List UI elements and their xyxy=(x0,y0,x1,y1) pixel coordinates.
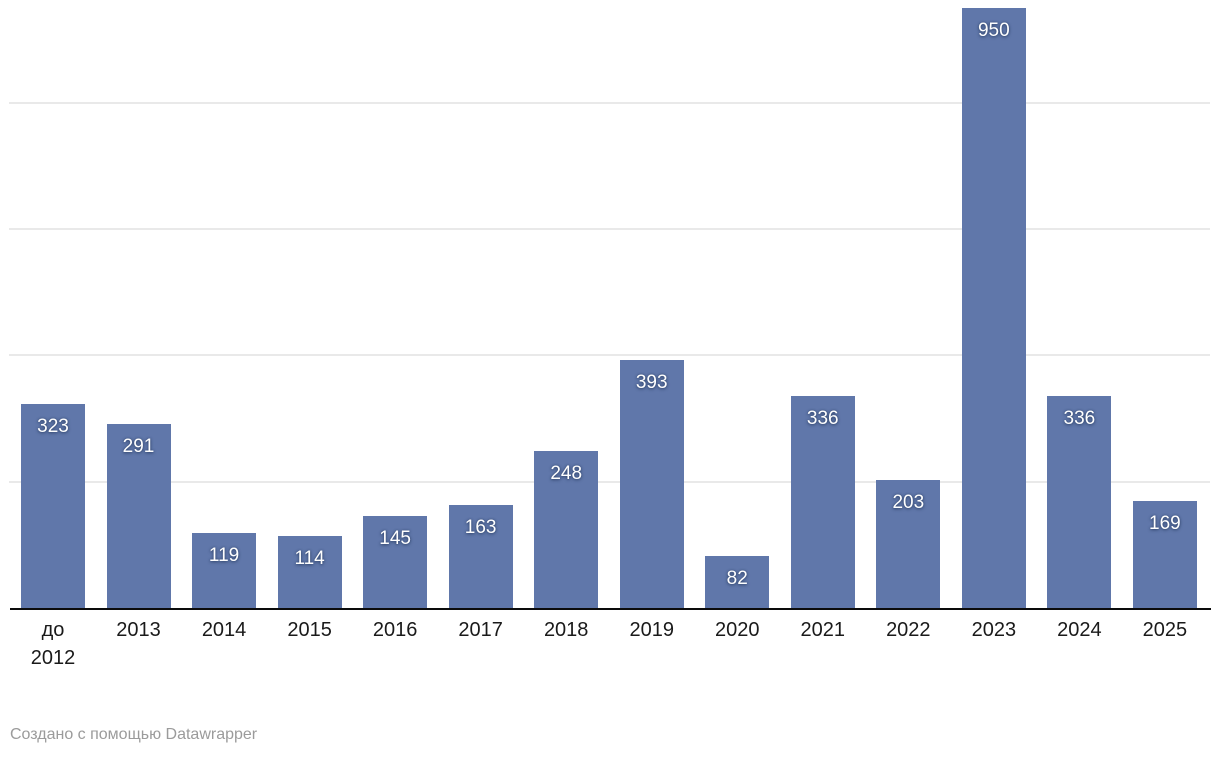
bar: 291 xyxy=(106,424,171,608)
gridline xyxy=(9,354,1210,357)
x-axis-label: 2021 xyxy=(800,619,846,641)
bar-value-label: 336 xyxy=(806,408,839,429)
bar-value-label: 119 xyxy=(208,545,240,566)
bar: 169 xyxy=(1132,501,1197,608)
x-axis-label: 2015 xyxy=(287,619,332,641)
x-axis-label: 2018 xyxy=(543,619,589,641)
bar-value-label: 950 xyxy=(977,20,1010,41)
bar: 393 xyxy=(619,360,684,608)
x-axis-label: до 2012 xyxy=(30,619,76,669)
bar: 336 xyxy=(1047,396,1112,608)
bar-value-label: 393 xyxy=(635,372,668,393)
bar-value-label: 291 xyxy=(122,436,155,457)
chart-footer: Создано с помощью Datawrapper xyxy=(10,723,257,747)
bar: 336 xyxy=(790,396,855,608)
gridline xyxy=(9,228,1210,231)
bar: 203 xyxy=(876,480,941,608)
plot-area: 323 291 119 114 145 163 248 393 82 336 203 950 336 16… xyxy=(9,0,1210,608)
x-axis-label: 2023 xyxy=(971,619,1017,641)
bar: 145 xyxy=(363,516,428,608)
bars-row: 323 291 119 114 145 163 248 393 82 336 203 950 336 16… xyxy=(21,0,1197,608)
bar: 950 xyxy=(961,8,1026,608)
x-axis-labels: до 2012 2013 2014 2015 2016 2017 2018 2019 2020 2… xyxy=(21,616,1197,672)
bar: 114 xyxy=(277,536,342,608)
gridline xyxy=(9,480,1210,483)
bar-value-label: 145 xyxy=(379,528,411,549)
x-axis-label: 2017 xyxy=(458,619,503,641)
bar: 82 xyxy=(705,556,770,608)
bar-value-label: 323 xyxy=(37,416,69,437)
x-axis-label: 2013 xyxy=(116,619,161,641)
x-axis-label: 2016 xyxy=(372,619,418,641)
bar-value-label: 169 xyxy=(1149,513,1181,534)
bar-value-label: 114 xyxy=(294,548,325,569)
x-axis-label: 2019 xyxy=(629,619,674,641)
gridlines xyxy=(9,101,1210,483)
bar: 248 xyxy=(534,451,599,608)
x-axis-line xyxy=(10,608,1211,610)
bar-value-label: 248 xyxy=(550,463,583,484)
bar-value-label: 163 xyxy=(464,517,497,538)
attribution-text: Создано с помощью Datawrapper xyxy=(10,726,258,743)
gridline xyxy=(9,101,1210,104)
x-axis-label: 2025 xyxy=(1142,619,1188,641)
x-axis-label: 2020 xyxy=(715,619,760,641)
bar: 323 xyxy=(21,404,85,608)
bar-value-label: 203 xyxy=(892,492,925,513)
x-axis-label: 2014 xyxy=(201,619,247,641)
bar-value-label: 82 xyxy=(726,568,748,589)
bar: 119 xyxy=(192,533,257,608)
x-axis-label: 2024 xyxy=(1057,619,1102,641)
bar: 163 xyxy=(448,505,513,608)
x-axis-label: 2022 xyxy=(886,619,931,641)
bar-value-label: 336 xyxy=(1063,408,1096,429)
